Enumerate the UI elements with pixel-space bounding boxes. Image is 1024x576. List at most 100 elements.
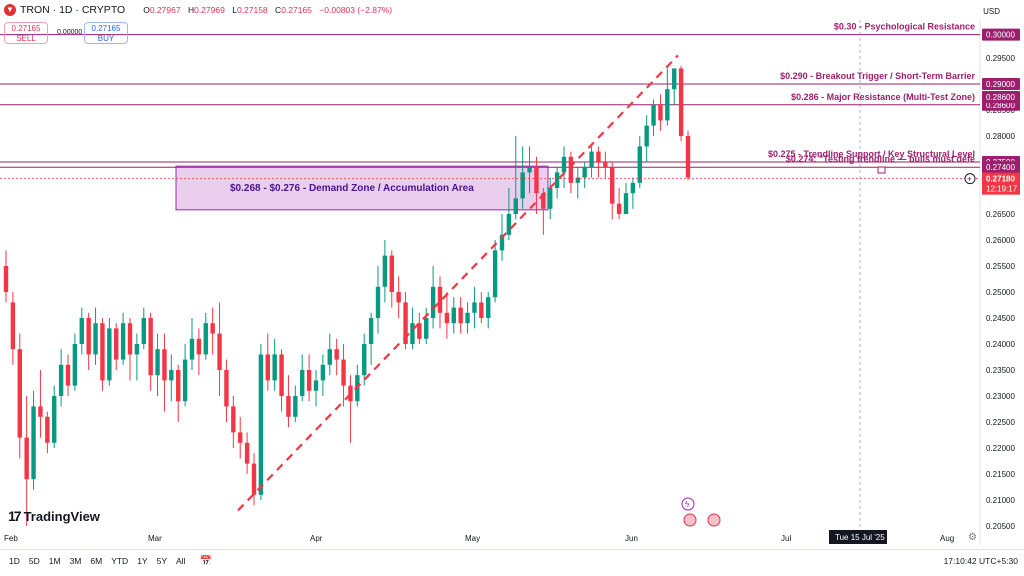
- gear-icon[interactable]: ⚙: [968, 532, 977, 543]
- candle-body: [637, 146, 642, 183]
- us-flag-icon[interactable]: [707, 513, 721, 527]
- symbol-title[interactable]: TRON · 1D · CRYPTO: [20, 4, 126, 16]
- open-value: 0.27967: [149, 5, 181, 15]
- x-tick-label: Mar: [148, 534, 162, 543]
- y-tick-label: 0.25500: [986, 262, 1015, 271]
- y-tick-label: 0.22500: [986, 418, 1015, 427]
- tv-mark-icon: 17: [8, 508, 22, 524]
- candle-body: [513, 198, 518, 214]
- candle-body: [293, 396, 298, 417]
- plus-icon-glyph: +: [967, 175, 972, 184]
- candle-body: [382, 255, 388, 287]
- low-key: L: [232, 5, 237, 15]
- timeframe-3m[interactable]: 3M: [69, 556, 82, 566]
- candle-body: [65, 364, 71, 386]
- candle-body: [630, 182, 636, 194]
- countdown-label: 12:19:17: [986, 185, 1018, 194]
- y-tick-label: 0.21500: [986, 470, 1015, 479]
- candle-body: [24, 437, 29, 480]
- candle-body: [306, 370, 312, 391]
- timeframe-1m[interactable]: 1M: [48, 556, 61, 566]
- spread-value: 0.00000: [57, 29, 83, 36]
- lightning-glyph: ϟ: [685, 500, 690, 509]
- y-tick-label: 0.22000: [986, 444, 1015, 453]
- candle-body: [479, 302, 484, 318]
- y-tick-label: 0.24000: [986, 340, 1015, 349]
- candle-body: [334, 349, 339, 360]
- lightning-icon[interactable]: [681, 497, 695, 511]
- x-tick-label: Jul: [781, 534, 791, 543]
- timeframe-all[interactable]: All: [176, 556, 186, 566]
- candle-body: [610, 167, 615, 204]
- current-price-label: 0.27180: [986, 175, 1015, 184]
- candle-body: [437, 286, 443, 313]
- candle-body: [430, 286, 436, 318]
- drawing-handle[interactable]: [877, 166, 886, 174]
- price-tag-label: 0.29000: [986, 80, 1015, 89]
- y-tick-label: 0.29500: [986, 54, 1015, 63]
- candle-body: [141, 318, 146, 344]
- candle-body: [506, 214, 512, 235]
- footer-divider: [0, 549, 1024, 550]
- level-label: $0.30 - Psychological Resistance: [834, 22, 975, 32]
- trendline[interactable]: [237, 54, 679, 512]
- candle-body: [155, 349, 160, 376]
- timeframe-6m[interactable]: 6M: [90, 556, 103, 566]
- candle-body: [238, 432, 243, 443]
- timeframe-1y[interactable]: 1Y: [137, 556, 148, 566]
- low-value: 0.27158: [236, 5, 268, 15]
- candle-body: [616, 203, 622, 214]
- candle-body: [86, 318, 91, 355]
- timeframe-1d[interactable]: 1D: [9, 556, 20, 566]
- candle-body: [127, 323, 133, 355]
- candle-body: [499, 234, 505, 251]
- candle-body: [52, 396, 57, 443]
- candle-body: [444, 312, 450, 324]
- candle-body: [217, 333, 222, 370]
- candle-body: [251, 463, 257, 495]
- high-value: 0.27969: [194, 5, 225, 15]
- candle-body: [375, 286, 381, 318]
- candle-body: [3, 266, 9, 292]
- candle-body: [678, 68, 684, 136]
- candle-body: [320, 364, 326, 381]
- close-key: C: [275, 5, 282, 15]
- tradingview-logo[interactable]: 17 TradingView: [8, 508, 100, 524]
- clock[interactable]: 17:10:42 UTC+5:30: [943, 556, 1018, 566]
- candle-body: [451, 307, 456, 324]
- demand-zone[interactable]: [175, 165, 549, 211]
- candle-body: [492, 250, 498, 298]
- currency-label[interactable]: USD: [983, 7, 1000, 16]
- candle-body: [389, 255, 394, 292]
- candle-body: [362, 344, 367, 376]
- timeframe-5y[interactable]: 5Y: [156, 556, 167, 566]
- candle-body: [93, 323, 98, 355]
- price-tag-label: 0.28600: [986, 93, 1015, 102]
- x-tick-label: Feb: [4, 534, 18, 543]
- level-label: $0.290 - Breakout Trigger / Short-Term B…: [780, 71, 975, 81]
- sell-button[interactable]: 0.27165 SELL: [4, 22, 48, 44]
- candle-body: [527, 167, 532, 173]
- candle-body: [672, 68, 677, 90]
- candle-body: [348, 385, 353, 402]
- us-flag-icon[interactable]: [683, 513, 697, 527]
- x-tick-label: Jun: [625, 534, 638, 543]
- candle-body: [472, 302, 477, 313]
- crosshair-date-label: Tue 15 Jul '25: [835, 533, 885, 542]
- price-tag-label: 0.28600: [986, 101, 1015, 110]
- plus-icon[interactable]: [964, 173, 976, 185]
- timeframe-5d[interactable]: 5D: [28, 556, 40, 566]
- calendar-icon[interactable]: 📅: [199, 555, 212, 567]
- candle-body: [665, 89, 670, 121]
- candle-body: [210, 323, 215, 334]
- candle-body: [658, 104, 663, 121]
- y-tick-label: 0.28000: [986, 132, 1015, 141]
- candle-body: [196, 338, 202, 355]
- buy-button[interactable]: 0.27165 BUY: [84, 22, 128, 44]
- timeframe-ytd[interactable]: YTD: [111, 556, 129, 566]
- candle-body: [286, 396, 291, 417]
- y-tick-label: 0.26500: [986, 210, 1015, 219]
- candle-body: [341, 359, 346, 386]
- candle-body: [313, 380, 319, 391]
